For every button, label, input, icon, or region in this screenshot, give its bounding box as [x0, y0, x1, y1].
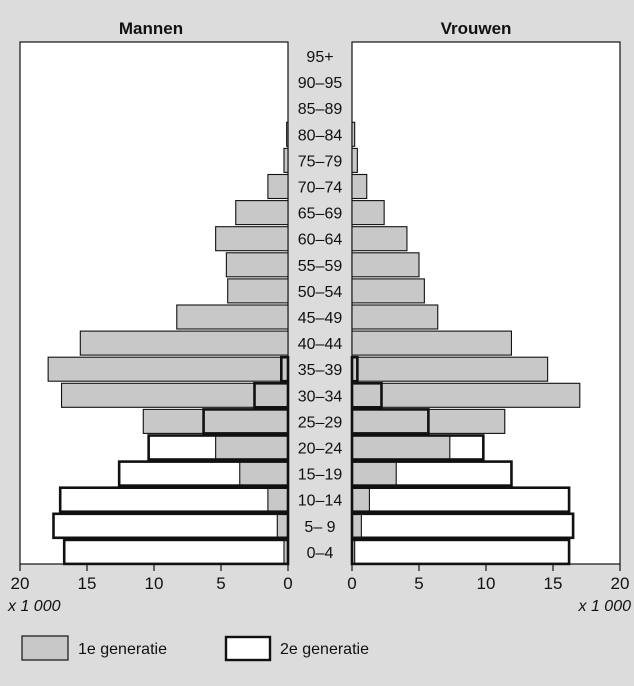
legend-label-1e-generatie: 1e generatie: [78, 641, 167, 658]
x-tick-label-women-20: 20: [611, 574, 630, 593]
age-label-95+: 95+: [306, 49, 333, 66]
bar-men-gen2-35-39: [279, 355, 290, 383]
age-label-5-9: 5– 9: [304, 519, 335, 536]
bar-women-gen1-80-84: [351, 121, 356, 147]
bar-men-gen1-5-9: [276, 513, 289, 539]
age-label-30-34: 30–34: [298, 388, 343, 405]
bar-women-gen2-25-29: [350, 408, 430, 435]
x-tick-label-women-0: 0: [347, 574, 356, 593]
age-label-60-64: 60–64: [298, 232, 343, 249]
bar-men-gen2-10-14: [58, 486, 290, 514]
age-label-0-4: 0–4: [307, 545, 334, 562]
age-label-55-59: 55–59: [298, 258, 343, 275]
bar-women-gen1-35-39: [351, 356, 549, 382]
age-label-65-69: 65–69: [298, 206, 343, 223]
age-label-70-74: 70–74: [298, 180, 343, 197]
age-label-40-44: 40–44: [298, 336, 343, 353]
age-label-80-84: 80–84: [298, 127, 343, 144]
panel-title-men: Mannen: [119, 19, 183, 38]
legend-swatch-1e-generatie: [21, 635, 69, 661]
x-tick-label-men-20: 20: [11, 574, 30, 593]
bar-women-gen2-35-39: [350, 355, 359, 383]
x-tick-label-men-15: 15: [78, 574, 97, 593]
bar-men-gen2-5-9: [52, 512, 290, 540]
bar-men-gen1-30-34: [60, 382, 289, 408]
bar-men-gen1-20-24: [215, 434, 289, 461]
age-label-50-54: 50–54: [298, 284, 343, 301]
bar-men-gen1-40-44: [79, 330, 289, 356]
bar-women-gen1-40-44: [351, 330, 513, 356]
bar-women-gen2-0-4: [350, 538, 571, 566]
bar-women-gen2-20-24: [350, 434, 485, 461]
panel-title-women: Vrouwen: [441, 19, 512, 38]
bar-women-gen2-15-19: [350, 460, 513, 487]
bar-men-gen1-70-74: [267, 173, 289, 200]
bar-men-gen1-10-14: [267, 487, 289, 513]
bar-men-gen1-45-49: [176, 304, 289, 330]
bar-men-gen2-15-19: [117, 460, 290, 487]
bar-women-gen1-30-34: [351, 382, 581, 408]
bar-women-gen2-5-9: [350, 512, 575, 540]
bar-women-gen2-10-14: [350, 486, 571, 514]
age-label-15-19: 15–19: [298, 467, 343, 484]
x-tick-label-men-10: 10: [145, 574, 164, 593]
bar-women-gen1-50-54: [351, 278, 425, 304]
bar-men-gen2-30-34: [253, 381, 290, 409]
bar-men-gen1-25-29: [142, 408, 289, 434]
bar-men-gen1-50-54: [227, 278, 289, 304]
bar-women-gen1-5-9: [351, 513, 362, 539]
bar-men-gen1-80-84: [286, 121, 289, 147]
bar-women-gen1-70-74: [351, 173, 368, 200]
bar-men-gen1-75-79: [283, 147, 289, 173]
age-label-25-29: 25–29: [298, 414, 343, 431]
age-label-85-89: 85–89: [298, 101, 343, 118]
bar-women-gen1-60-64: [351, 226, 408, 252]
age-label-10-14: 10–14: [298, 493, 343, 510]
legend: 1e generatie 2e generatie: [21, 635, 369, 662]
bar-women-gen1-15-19: [351, 461, 397, 487]
x-tick-label-women-10: 10: [477, 574, 496, 593]
bar-men-gen2-20-24: [147, 434, 290, 461]
bar-women-gen1-45-49: [351, 304, 439, 330]
bar-men-gen1-15-19: [239, 461, 289, 487]
x-tick-label-women-15: 15: [544, 574, 563, 593]
bar-women-gen2-30-34: [350, 381, 383, 409]
age-label-90-95: 90–95: [298, 75, 343, 92]
bar-women-gen1-65-69: [351, 200, 385, 226]
age-label-75-79: 75–79: [298, 153, 343, 170]
x-unit-women: x 1 000: [578, 598, 632, 615]
bar-men-gen2-0-4: [62, 538, 290, 566]
age-label-35-39: 35–39: [298, 362, 343, 379]
bar-men-gen1-35-39: [47, 356, 289, 382]
legend-swatch-2e-generatie: [224, 635, 272, 662]
x-tick-label-men-0: 0: [283, 574, 292, 593]
x-unit-men: x 1 000: [7, 598, 61, 615]
bar-men-gen1-65-69: [235, 200, 289, 226]
age-label-45-49: 45–49: [298, 310, 343, 327]
x-tick-label-men-5: 5: [216, 574, 225, 593]
legend-label-2e-generatie: 2e generatie: [280, 641, 369, 658]
age-label-20-24: 20–24: [298, 441, 343, 458]
bar-women-gen1-20-24: [351, 434, 451, 461]
bar-men-gen1-55-59: [225, 252, 289, 278]
bar-men-gen2-25-29: [202, 408, 290, 435]
bar-women-gen1-55-59: [351, 252, 420, 278]
bar-men-gen1-60-64: [215, 226, 289, 252]
bar-women-gen1-75-79: [351, 147, 358, 173]
bar-women-gen1-10-14: [351, 487, 370, 513]
x-tick-label-women-5: 5: [414, 574, 423, 593]
